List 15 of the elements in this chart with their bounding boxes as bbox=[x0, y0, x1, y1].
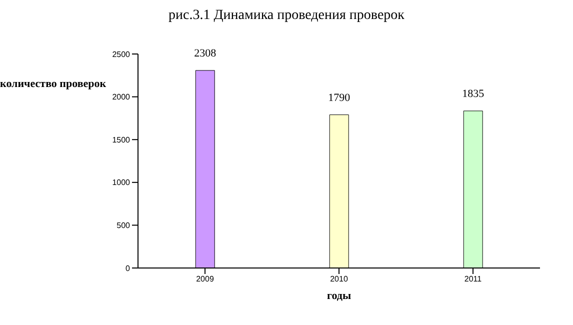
data-label: 1790 bbox=[328, 92, 351, 104]
y-axis-title: количество проверок bbox=[0, 78, 106, 90]
y-tick-label: 500 bbox=[116, 221, 131, 230]
x-tick-label: 2010 bbox=[330, 274, 348, 284]
x-axis-title: годы bbox=[326, 290, 352, 302]
y-tick-label: 2000 bbox=[112, 92, 131, 102]
data-label: 1835 bbox=[462, 88, 485, 100]
y-tick-label: 0 bbox=[126, 264, 131, 273]
y-tick-label: 1500 bbox=[112, 135, 131, 144]
x-tick-label: 2009 bbox=[196, 274, 214, 284]
x-tick-label: 2011 bbox=[464, 274, 482, 284]
y-tick-label: 1000 bbox=[112, 178, 131, 188]
chart-title: рис.3.1 Динамика проведения проверок bbox=[168, 8, 406, 24]
data-label: 2308 bbox=[194, 47, 217, 60]
y-tick-label: 2500 bbox=[112, 50, 131, 59]
